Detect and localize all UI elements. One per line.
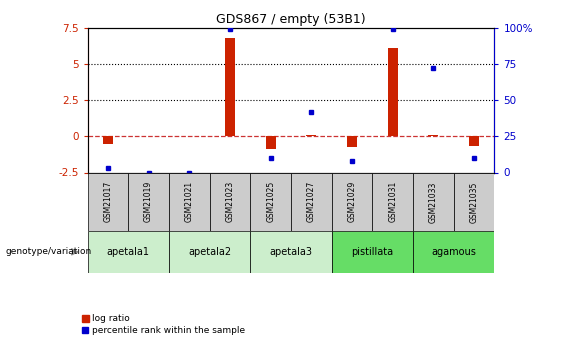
- Bar: [291, 172, 332, 231]
- Bar: [428, 135, 438, 136]
- Bar: [210, 172, 250, 231]
- Text: pistillata: pistillata: [351, 247, 393, 257]
- Bar: [388, 48, 398, 136]
- Title: GDS867 / empty (53B1): GDS867 / empty (53B1): [216, 13, 366, 27]
- Text: GSM21023: GSM21023: [225, 181, 234, 223]
- Text: apetala3: apetala3: [270, 247, 312, 257]
- Text: apetala2: apetala2: [188, 247, 231, 257]
- Text: GSM21031: GSM21031: [388, 181, 397, 223]
- Text: GSM21019: GSM21019: [144, 181, 153, 223]
- Bar: [332, 172, 372, 231]
- Bar: [250, 172, 291, 231]
- Bar: [469, 136, 479, 146]
- Bar: [128, 172, 169, 231]
- Bar: [413, 231, 494, 273]
- Text: agamous: agamous: [431, 247, 476, 257]
- Bar: [306, 135, 316, 136]
- Bar: [169, 172, 210, 231]
- Text: GSM21025: GSM21025: [266, 181, 275, 223]
- Text: GSM21027: GSM21027: [307, 181, 316, 223]
- Bar: [454, 172, 494, 231]
- Bar: [103, 136, 113, 144]
- Text: GSM21035: GSM21035: [470, 181, 479, 223]
- Text: GSM21033: GSM21033: [429, 181, 438, 223]
- Bar: [88, 231, 169, 273]
- Legend: log ratio, percentile rank within the sample: log ratio, percentile rank within the sa…: [78, 311, 249, 339]
- Text: GSM21017: GSM21017: [103, 181, 112, 223]
- Bar: [266, 136, 276, 149]
- Text: apetala1: apetala1: [107, 247, 150, 257]
- Text: GSM21029: GSM21029: [347, 181, 357, 223]
- Bar: [347, 136, 357, 147]
- Text: GSM21021: GSM21021: [185, 181, 194, 223]
- Bar: [413, 172, 454, 231]
- Bar: [250, 231, 332, 273]
- Text: genotype/variation: genotype/variation: [6, 247, 92, 256]
- Bar: [88, 172, 128, 231]
- Bar: [372, 172, 413, 231]
- Bar: [225, 38, 235, 136]
- Bar: [332, 231, 413, 273]
- Bar: [169, 231, 250, 273]
